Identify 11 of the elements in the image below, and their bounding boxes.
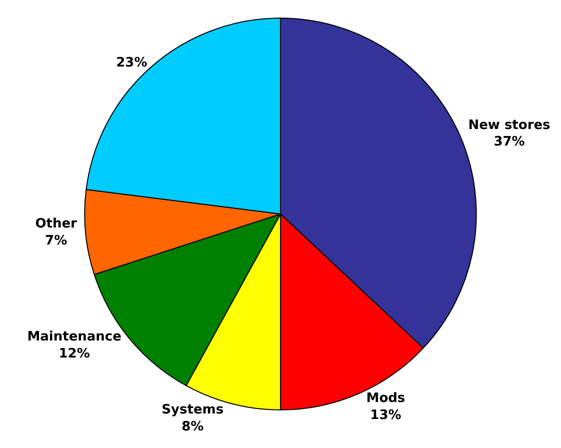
slice-label: Systems	[162, 402, 224, 418]
data-label: 37%	[494, 134, 525, 150]
data-label: 23%	[116, 55, 148, 70]
slice-label: Mods	[366, 391, 406, 406]
slice-label: Maintenance	[27, 329, 122, 344]
data-label: 7%	[45, 234, 68, 249]
data-label: 13%	[370, 408, 402, 424]
data-label: 12%	[58, 346, 90, 362]
slice-label: Other	[35, 216, 78, 232]
slice-label: New stores	[468, 118, 551, 133]
data-label: 8%	[182, 420, 204, 435]
